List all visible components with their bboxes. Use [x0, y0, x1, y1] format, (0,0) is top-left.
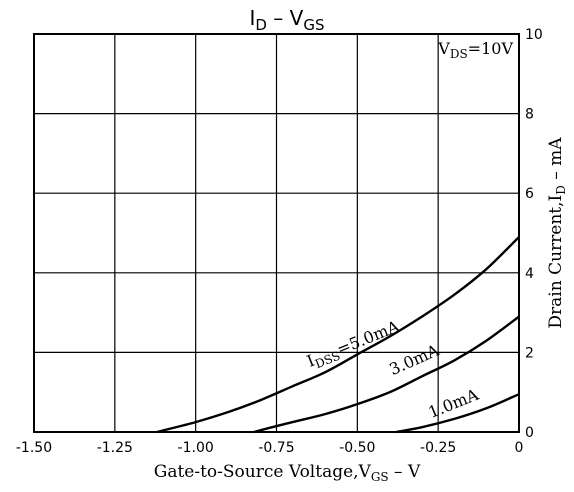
x-tick-label: -1.50 — [16, 440, 52, 456]
y-tick-label: 8 — [525, 107, 534, 123]
y-tick-label: 6 — [525, 186, 534, 202]
x-tick-label: -0.75 — [258, 440, 294, 456]
grid — [33, 33, 520, 433]
x-tick-label: -0.25 — [420, 440, 456, 456]
chart-title: ID – VGS — [249, 6, 324, 34]
x-tick-labels: -1.50 -1.25 -1.00 -0.75 -0.50 -0.25 0 — [16, 440, 524, 456]
plot-frame — [33, 33, 520, 433]
x-tick-label: -0.50 — [339, 440, 375, 456]
y-tick-label: 2 — [525, 345, 534, 361]
y-tick-label: 10 — [525, 27, 543, 43]
series-line-2 — [253, 315, 520, 434]
x-tick-label: -1.25 — [97, 440, 133, 456]
x-axis-label: Gate-to-Source Voltage,VGS – V — [154, 462, 421, 484]
y-tick-labels: 0 2 4 6 8 10 — [525, 27, 543, 441]
x-tick-label: 0 — [515, 440, 524, 456]
series-label-3: 1.0mA — [426, 385, 482, 422]
y-tick-label: 0 — [525, 425, 534, 441]
x-tick-label: -1.00 — [178, 440, 214, 456]
y-tick-label: 4 — [525, 266, 534, 282]
y-axis-label: Drain Current,ID – mA — [546, 137, 568, 329]
curves — [156, 236, 520, 434]
series-line-3 — [395, 393, 520, 434]
series-line-1 — [156, 236, 520, 434]
series-label-2: 3.0mA — [386, 340, 442, 379]
condition-label: VDS=10V — [437, 39, 513, 61]
